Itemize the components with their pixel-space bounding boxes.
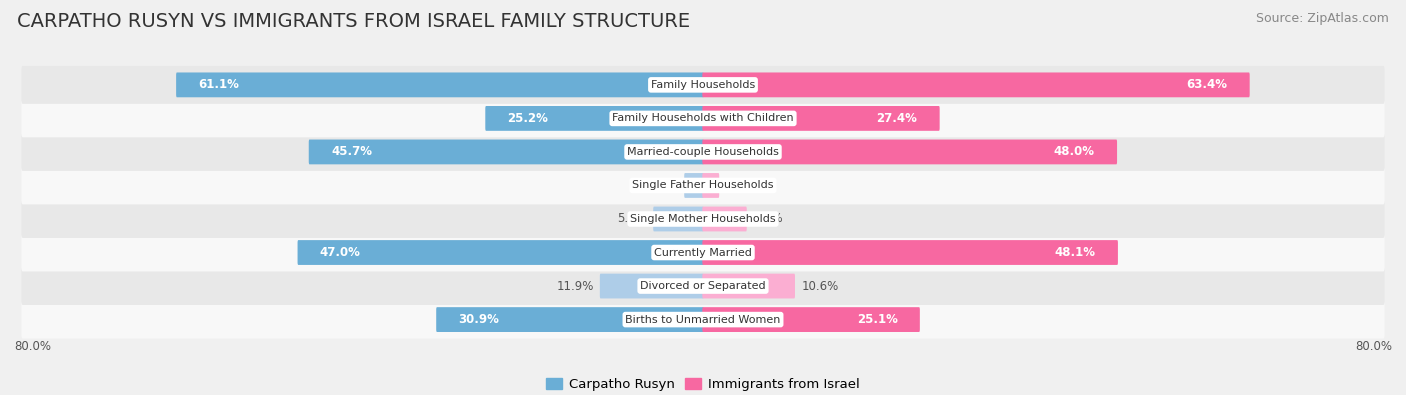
Text: 30.9%: 30.9% bbox=[458, 313, 499, 326]
Text: Source: ZipAtlas.com: Source: ZipAtlas.com bbox=[1256, 12, 1389, 25]
FancyBboxPatch shape bbox=[21, 167, 1385, 204]
FancyBboxPatch shape bbox=[703, 72, 1250, 97]
Text: Single Father Households: Single Father Households bbox=[633, 181, 773, 190]
FancyBboxPatch shape bbox=[309, 139, 703, 164]
Text: Family Households with Children: Family Households with Children bbox=[612, 113, 794, 123]
FancyBboxPatch shape bbox=[703, 139, 1116, 164]
FancyBboxPatch shape bbox=[21, 301, 1385, 339]
FancyBboxPatch shape bbox=[21, 100, 1385, 137]
FancyBboxPatch shape bbox=[703, 240, 1118, 265]
FancyBboxPatch shape bbox=[21, 233, 1385, 271]
FancyBboxPatch shape bbox=[436, 307, 703, 332]
FancyBboxPatch shape bbox=[703, 207, 747, 231]
FancyBboxPatch shape bbox=[298, 240, 703, 265]
FancyBboxPatch shape bbox=[21, 267, 1385, 305]
FancyBboxPatch shape bbox=[176, 72, 703, 97]
FancyBboxPatch shape bbox=[703, 106, 939, 131]
FancyBboxPatch shape bbox=[685, 173, 703, 198]
Text: Married-couple Households: Married-couple Households bbox=[627, 147, 779, 157]
FancyBboxPatch shape bbox=[654, 207, 703, 231]
Legend: Carpatho Rusyn, Immigrants from Israel: Carpatho Rusyn, Immigrants from Israel bbox=[541, 373, 865, 395]
FancyBboxPatch shape bbox=[703, 274, 794, 299]
Text: CARPATHO RUSYN VS IMMIGRANTS FROM ISRAEL FAMILY STRUCTURE: CARPATHO RUSYN VS IMMIGRANTS FROM ISRAEL… bbox=[17, 12, 690, 31]
Text: 10.6%: 10.6% bbox=[801, 280, 838, 293]
FancyBboxPatch shape bbox=[21, 66, 1385, 104]
Text: 25.1%: 25.1% bbox=[856, 313, 897, 326]
Text: Births to Unmarried Women: Births to Unmarried Women bbox=[626, 314, 780, 325]
Text: 5.7%: 5.7% bbox=[617, 213, 647, 226]
Text: 1.8%: 1.8% bbox=[725, 179, 755, 192]
FancyBboxPatch shape bbox=[485, 106, 703, 131]
Text: 48.1%: 48.1% bbox=[1054, 246, 1095, 259]
Text: Family Households: Family Households bbox=[651, 80, 755, 90]
Text: 80.0%: 80.0% bbox=[14, 340, 51, 354]
Text: 61.1%: 61.1% bbox=[198, 78, 239, 91]
FancyBboxPatch shape bbox=[703, 307, 920, 332]
Text: 47.0%: 47.0% bbox=[319, 246, 361, 259]
FancyBboxPatch shape bbox=[21, 133, 1385, 171]
Text: 27.4%: 27.4% bbox=[876, 112, 918, 125]
Text: 5.0%: 5.0% bbox=[754, 213, 783, 226]
Text: Divorced or Separated: Divorced or Separated bbox=[640, 281, 766, 291]
Text: Single Mother Households: Single Mother Households bbox=[630, 214, 776, 224]
FancyBboxPatch shape bbox=[600, 274, 703, 299]
Text: 2.1%: 2.1% bbox=[648, 179, 678, 192]
Text: 45.7%: 45.7% bbox=[330, 145, 373, 158]
Text: 63.4%: 63.4% bbox=[1187, 78, 1227, 91]
FancyBboxPatch shape bbox=[703, 173, 720, 198]
Text: 25.2%: 25.2% bbox=[508, 112, 548, 125]
FancyBboxPatch shape bbox=[21, 200, 1385, 238]
Text: 80.0%: 80.0% bbox=[1355, 340, 1392, 354]
Text: Currently Married: Currently Married bbox=[654, 248, 752, 258]
Text: 11.9%: 11.9% bbox=[557, 280, 593, 293]
Text: 48.0%: 48.0% bbox=[1054, 145, 1095, 158]
